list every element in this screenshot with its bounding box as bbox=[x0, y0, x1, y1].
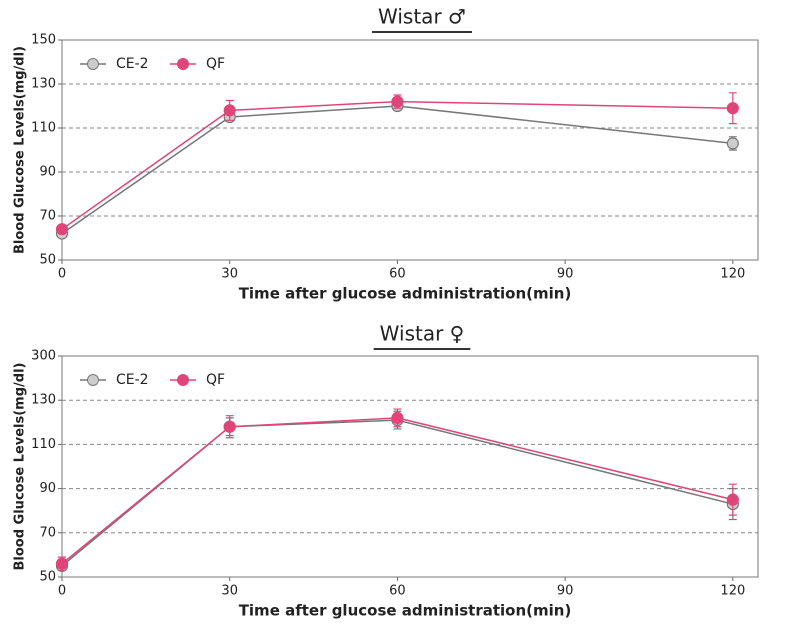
x-tick-label: 90 bbox=[557, 584, 574, 599]
data-point bbox=[223, 104, 236, 117]
x-tick-label: 120 bbox=[720, 584, 745, 599]
data-point bbox=[391, 411, 404, 424]
y-tick-label: 90 bbox=[39, 165, 56, 180]
data-point bbox=[726, 137, 739, 150]
legend-label: CE-2 bbox=[116, 56, 149, 72]
legend-marker bbox=[87, 58, 99, 70]
y-tick-label: 70 bbox=[39, 525, 56, 540]
x-tick-label: 90 bbox=[557, 267, 574, 282]
chart-title: Wistar ♂ bbox=[378, 5, 466, 29]
legend-label: QF bbox=[206, 372, 225, 388]
y-axis-label: Blood Glucose Levels(mg/dl) bbox=[13, 363, 28, 571]
x-tick-label: 0 bbox=[58, 267, 66, 282]
y-tick-label: 110 bbox=[31, 121, 56, 136]
data-point bbox=[726, 102, 739, 115]
legend-marker bbox=[177, 374, 189, 386]
y-axis-label: Blood Glucose Levels(mg/dl) bbox=[13, 46, 28, 254]
series-line bbox=[61, 100, 733, 230]
x-tick-label: 0 bbox=[58, 584, 66, 599]
data-point bbox=[391, 95, 404, 108]
x-tick-label: 120 bbox=[720, 267, 745, 282]
plot-frame bbox=[61, 355, 759, 578]
legend-marker bbox=[87, 374, 99, 386]
y-tick-label: 70 bbox=[39, 209, 56, 224]
x-tick-label: 60 bbox=[389, 584, 406, 599]
y-tick-label: 150 bbox=[31, 33, 56, 48]
plot-frame bbox=[61, 39, 759, 261]
y-tick-label: 50 bbox=[39, 570, 56, 585]
x-tick-label: 30 bbox=[221, 267, 238, 282]
y-tick-label: 50 bbox=[39, 253, 56, 268]
data-point bbox=[223, 420, 236, 433]
data-point bbox=[55, 557, 69, 570]
y-tick-label: 300 bbox=[31, 349, 56, 364]
y-tick-label: 130 bbox=[31, 77, 56, 92]
x-axis-label: Time after glucose administration(min) bbox=[239, 602, 572, 620]
series-line bbox=[61, 419, 734, 567]
x-axis-label: Time after glucose administration(min) bbox=[239, 285, 572, 303]
data-point bbox=[55, 223, 69, 236]
x-tick-label: 60 bbox=[389, 267, 406, 282]
chart-title: Wistar ♀ bbox=[380, 322, 465, 346]
y-tick-label: 110 bbox=[31, 437, 56, 452]
legend-label: QF bbox=[206, 56, 225, 72]
data-point bbox=[726, 493, 739, 506]
series-line bbox=[61, 105, 733, 235]
legend-label: CE-2 bbox=[116, 372, 149, 388]
y-tick-label: 90 bbox=[39, 481, 56, 496]
y-tick-label: 130 bbox=[31, 393, 56, 408]
series-line bbox=[61, 417, 734, 565]
x-tick-label: 30 bbox=[221, 584, 238, 599]
legend-marker bbox=[177, 58, 189, 70]
